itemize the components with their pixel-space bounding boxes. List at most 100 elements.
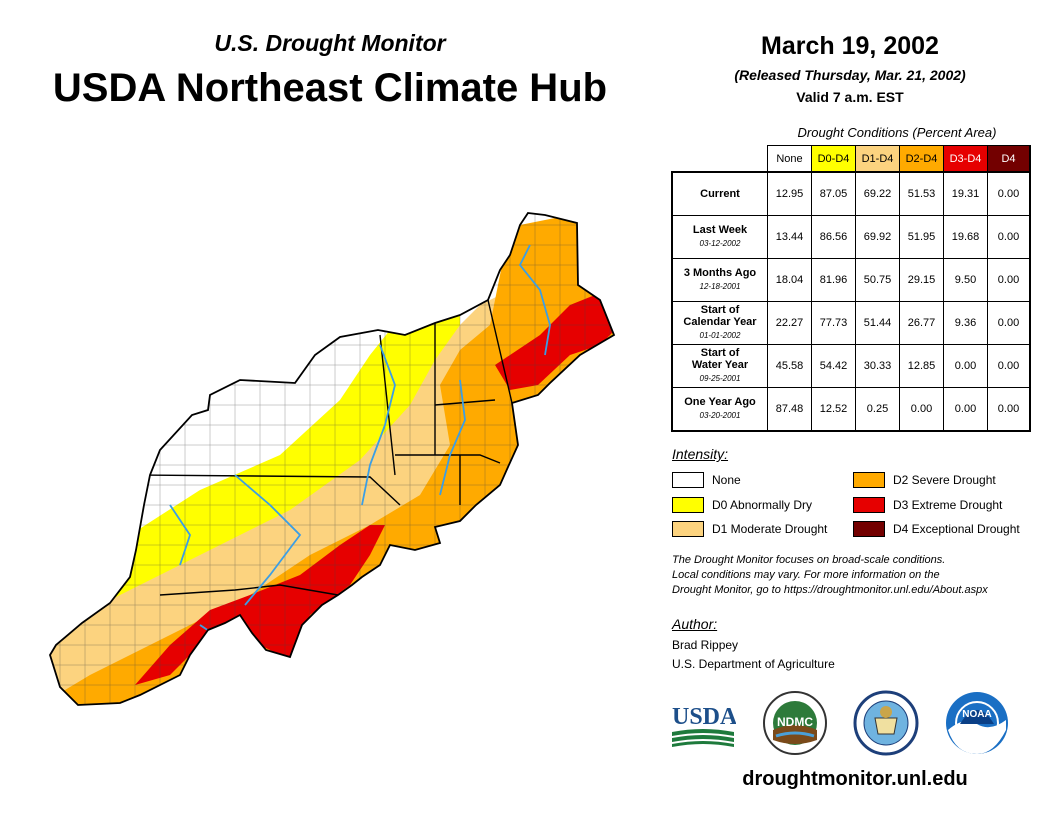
legend-label: D3 Extreme Drought bbox=[893, 498, 1003, 512]
table-cell: 51.95 bbox=[899, 215, 944, 259]
row-date: 03-20-2001 bbox=[699, 411, 741, 420]
row-label-text: Current bbox=[700, 188, 740, 200]
author-name: Brad Rippey bbox=[672, 638, 739, 652]
table-header-row: None D0-D4 D1-D4 D2-D4 D3-D4 D4 bbox=[672, 145, 1031, 173]
table-cell: 77.73 bbox=[811, 301, 856, 345]
row-label-text: 3 Months Ago bbox=[683, 267, 757, 279]
row-label-text: Water Year bbox=[691, 359, 749, 371]
col-header: None bbox=[767, 145, 812, 173]
row-label-text: Calendar Year bbox=[683, 316, 757, 328]
table-cell: 30.33 bbox=[855, 344, 900, 388]
region-d3-northeast bbox=[495, 293, 614, 390]
note-line: Drought Monitor, go to https://droughtmo… bbox=[672, 584, 988, 596]
table-cell: 0.00 bbox=[899, 387, 944, 432]
table-cell: 0.00 bbox=[987, 171, 1031, 216]
table-row: One Year Ago 03-20-2001 87.48 12.52 0.25 0.00… bbox=[671, 387, 1031, 432]
valid-time: Valid 7 a.m. EST bbox=[796, 89, 904, 105]
commerce-seal bbox=[853, 690, 919, 756]
table-cell: 13.44 bbox=[767, 215, 812, 259]
col-header: D0-D4 bbox=[811, 145, 856, 173]
map-date: March 19, 2002 bbox=[761, 32, 939, 60]
ndmc-logo: NDMC bbox=[763, 691, 827, 755]
row-date: 12-18-2001 bbox=[699, 282, 741, 291]
usda-logo: USDA bbox=[672, 704, 736, 747]
table-cell: 50.75 bbox=[855, 258, 900, 302]
legend-item: D3 Extreme Drought bbox=[853, 497, 1002, 513]
legend-swatch bbox=[853, 472, 885, 488]
legend-label: D4 Exceptional Drought bbox=[893, 522, 1020, 536]
note-line: The Drought Monitor focuses on broad-sca… bbox=[672, 554, 946, 566]
row-label-text: Start of bbox=[700, 304, 740, 316]
disclaimer-note: The Drought Monitor focuses on broad-sca… bbox=[672, 553, 1052, 598]
table-cell: 69.22 bbox=[855, 171, 900, 216]
row-label: One Year Ago 03-20-2001 bbox=[671, 387, 768, 432]
table-cell: 81.96 bbox=[811, 258, 856, 302]
table-cell: 87.48 bbox=[767, 387, 812, 432]
drought-map bbox=[49, 212, 615, 706]
website-link[interactable]: droughtmonitor.unl.edu bbox=[742, 768, 968, 790]
table-cell: 0.00 bbox=[987, 387, 1031, 432]
note-line: Local conditions may vary. For more info… bbox=[672, 569, 940, 581]
table-row: Current 12.95 87.05 69.22 51.53 19.31 0.00 bbox=[671, 171, 1031, 216]
legend-label: D1 Moderate Drought bbox=[712, 522, 828, 536]
legend-swatch bbox=[672, 472, 704, 488]
row-label: Start of Water Year 09-25-2001 bbox=[671, 344, 768, 388]
table-cell: 51.53 bbox=[899, 171, 944, 216]
table-cell: 12.85 bbox=[899, 344, 944, 388]
legend-item: D1 Moderate Drought bbox=[672, 521, 827, 537]
table-cell: 87.05 bbox=[811, 171, 856, 216]
table-cell: 0.00 bbox=[943, 344, 988, 388]
table-cell: 18.04 bbox=[767, 258, 812, 302]
legend-swatch bbox=[853, 521, 885, 537]
legend-item: D4 Exceptional Drought bbox=[853, 521, 1020, 537]
table-row: Start of Calendar Year 01-01-2002 22.27 77.7… bbox=[671, 301, 1031, 345]
ndmc-logo-text: NDMC bbox=[777, 715, 813, 729]
table-cell: 0.00 bbox=[987, 344, 1031, 388]
legend-label: D0 Abnormally Dry bbox=[712, 498, 813, 512]
row-label: Current bbox=[671, 171, 768, 216]
legend-item: D2 Severe Drought bbox=[853, 472, 996, 488]
legend-swatch bbox=[853, 497, 885, 513]
row-date: 09-25-2001 bbox=[699, 374, 741, 383]
table-cell: 45.58 bbox=[767, 344, 812, 388]
row-label: Start of Calendar Year 01-01-2002 bbox=[671, 301, 768, 345]
usda-logo-text: USDA bbox=[672, 704, 736, 730]
row-date: 01-01-2002 bbox=[699, 331, 741, 340]
table-cell: 19.31 bbox=[943, 171, 988, 216]
map-title: USDA Northeast Climate Hub bbox=[52, 66, 608, 110]
legend-label: D2 Severe Drought bbox=[893, 473, 996, 487]
noaa-logo: NOAA bbox=[946, 692, 1008, 754]
legend-item: None bbox=[672, 472, 741, 488]
table-cell: 0.25 bbox=[855, 387, 900, 432]
table-cell: 69.92 bbox=[855, 215, 900, 259]
table-row: Last Week 03-12-2002 13.44 86.56 69.92 51.95 1… bbox=[671, 215, 1031, 259]
row-label-text: Start of bbox=[700, 347, 740, 359]
row-label-text: Last Week bbox=[692, 224, 748, 236]
table-caption: Drought Conditions (Percent Area) bbox=[797, 125, 997, 140]
legend-swatch bbox=[672, 497, 704, 513]
author-org: U.S. Department of Agriculture bbox=[672, 657, 835, 671]
row-label: Last Week 03-12-2002 bbox=[671, 215, 768, 259]
table-cell: 19.68 bbox=[943, 215, 988, 259]
col-header: D1-D4 bbox=[855, 145, 900, 173]
row-date: 03-12-2002 bbox=[699, 239, 741, 248]
col-header: D4 bbox=[987, 145, 1031, 173]
table-cell: 29.15 bbox=[899, 258, 944, 302]
col-header: D2-D4 bbox=[899, 145, 944, 173]
table-cell: 54.42 bbox=[811, 344, 856, 388]
table-cell: 0.00 bbox=[987, 215, 1031, 259]
map-subtitle: U.S. Drought Monitor bbox=[214, 30, 446, 56]
author-title: Author: bbox=[672, 616, 718, 632]
table-cell: 26.77 bbox=[899, 301, 944, 345]
noaa-logo-text: NOAA bbox=[962, 709, 991, 720]
col-header: D3-D4 bbox=[943, 145, 988, 173]
table-cell: 12.95 bbox=[767, 171, 812, 216]
drought-stats-table: None D0-D4 D1-D4 D2-D4 D3-D4 D4 Current 1… bbox=[671, 145, 1031, 432]
legend-label: None bbox=[712, 473, 741, 487]
table-cell: 0.00 bbox=[987, 258, 1031, 302]
legend-swatch bbox=[672, 521, 704, 537]
legend-item: D0 Abnormally Dry bbox=[672, 497, 812, 513]
row-label: 3 Months Ago 12-18-2001 bbox=[671, 258, 768, 302]
table-corner bbox=[672, 145, 768, 173]
table-cell: 12.52 bbox=[811, 387, 856, 432]
